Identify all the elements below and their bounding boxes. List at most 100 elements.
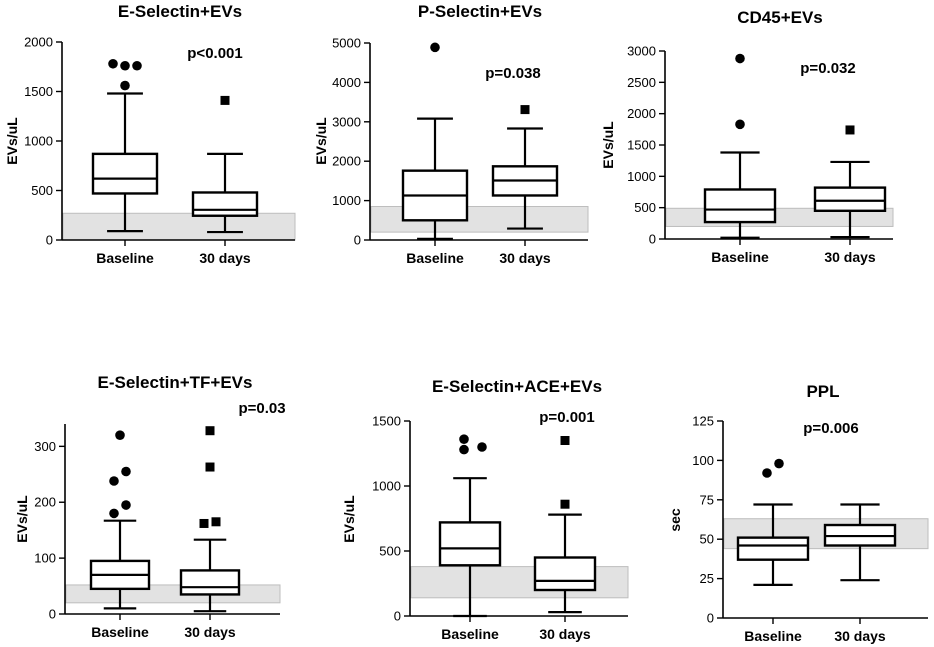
y-axis-label: sec [667,508,683,532]
p-value-label: p=0.001 [539,409,594,426]
y-tick-label: 0 [354,233,361,248]
interquartile-box [179,569,241,596]
y-tick-label: 1500 [24,84,53,99]
y-tick-label: 0 [49,607,56,622]
x-category-label: Baseline [744,628,802,644]
x-category-label: 30 days [824,249,876,265]
p-value-label: p=0.038 [485,65,540,82]
outlier-marker [121,500,131,510]
interquartile-box [533,556,597,592]
interquartile-box [91,152,159,195]
y-tick-label: 1000 [332,193,361,208]
box-plot-baseline [89,430,151,610]
box-plot-baseline [401,42,469,240]
outlier-marker [205,426,215,436]
chart-title: E-Selectin+TF+EVs [98,373,253,392]
box-plot-baseline [736,458,810,587]
outlier-marker [520,105,530,115]
y-tick-label: 500 [634,200,656,215]
panel-5: 0 500 1000 1500 Baseline 30 days E-Selectin+AC… [341,377,629,642]
outlier-marker [211,517,221,527]
outlier-marker [430,42,440,53]
chart-title: E-Selectin+ACE+EVs [432,377,602,396]
p-value-label: p=0.03 [238,400,285,417]
outlier-marker [845,125,855,135]
p-value-label: p<0.001 [187,45,242,62]
box-plot-baseline [438,434,502,618]
chart-title: P-Selectin+EVs [418,2,542,21]
panel-1: 0 500 1000 1500 2000 Baseline 30 days E-Selecti… [4,2,296,266]
outlier-marker [109,508,119,519]
outlier-marker [108,58,118,69]
y-tick-label: 2000 [627,106,656,121]
y-tick-label: 100 [34,551,56,566]
x-category-label: Baseline [406,250,464,266]
y-axis-label: EVs/uL [313,117,329,165]
outlier-marker [199,518,209,528]
outlier-marker [120,80,130,91]
y-tick-label: 300 [34,439,56,454]
outlier-marker [121,466,131,477]
reference-range-band [62,212,296,241]
x-category-label: 30 days [834,628,886,644]
y-tick-label: 0 [707,611,714,626]
x-category-label: 30 days [184,624,236,640]
y-tick-label: 100 [692,453,714,468]
x-category-label: 30 days [199,250,251,266]
y-tick-label: 1000 [372,479,401,494]
p-value-label: p=0.032 [800,60,855,77]
panel-4: 0 100 200 300 Baseline 30 days E-Selectin+TF+E… [14,373,286,640]
box-plot-30-days [491,105,559,230]
y-tick-label: 5000 [332,36,361,51]
y-tick-label: 500 [379,544,401,559]
chart-title: PPL [806,382,839,401]
y-tick-label: 1500 [372,414,401,429]
y-tick-label: 75 [700,492,714,507]
y-tick-label: 1000 [24,134,53,149]
outlier-marker [132,60,142,71]
outlier-marker [774,458,784,469]
y-axis-label: EVs/uL [600,121,616,169]
chart-title: CD45+EVs [737,8,823,27]
box-plot-30-days [813,125,887,239]
interquartile-box [813,186,887,212]
outlier-marker [560,436,570,445]
x-category-label: Baseline [441,626,499,642]
x-category-label: Baseline [711,249,769,265]
y-tick-label: 50 [700,532,714,547]
panel-2: 0 1000 2000 3000 4000 5000 Baseline 30 days P-Se… [313,2,589,266]
y-tick-label: 125 [692,414,714,429]
outlier-marker [205,462,215,472]
outlier-marker [459,434,469,445]
y-tick-label: 1500 [627,138,656,153]
chart-title: E-Selectin+EVs [118,2,242,21]
outlier-marker [735,119,745,130]
y-tick-label: 0 [394,609,401,624]
outlier-marker [120,60,130,71]
outlier-marker [560,499,570,509]
interquartile-box [191,191,259,217]
interquartile-box [703,188,777,224]
y-tick-label: 2000 [332,154,361,169]
box-plot-30-days [191,95,259,234]
x-category-label: 30 days [539,626,591,642]
panel-3: 0 500 1000 1500 2000 2500 3000 Baseline 30 days C… [600,8,894,265]
y-tick-label: 4000 [332,75,361,90]
y-axis-label: EVs/uL [4,117,20,165]
box-plot-30-days [179,426,241,613]
y-tick-label: 25 [700,571,714,586]
y-tick-label: 0 [649,232,656,247]
p-value-label: p=0.006 [803,420,858,437]
y-tick-label: 0 [46,233,53,248]
outlier-marker [115,430,125,440]
panel-6: 0 25 50 75 100 125 Baseline 30 days PPL sec p=0.00… [667,382,929,644]
y-tick-label: 3000 [332,114,361,129]
x-category-label: Baseline [96,250,154,266]
y-tick-label: 2000 [24,35,53,50]
y-tick-label: 3000 [627,44,656,59]
interquartile-box [438,521,502,567]
outlier-marker [762,468,772,478]
outlier-marker [459,444,469,455]
box-plot-30-days [533,436,597,614]
